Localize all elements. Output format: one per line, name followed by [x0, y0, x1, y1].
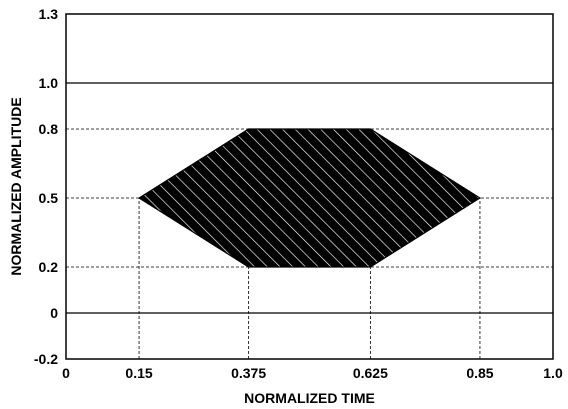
hatched-mask-polygon: [137, 128, 482, 268]
y-tick-label: 0.8: [39, 121, 59, 137]
x-tick-labels: 0 0.15 0.375 0.625 0.85 1.0: [62, 365, 563, 381]
x-tick-label: 0: [62, 365, 70, 381]
y-tick-labels: -0.2 0 0.2 0.5 0.8 1.0 1.3: [34, 6, 58, 367]
x-tick-label: 0.375: [231, 365, 266, 381]
y-tick-label: 1.0: [39, 75, 59, 91]
y-tick-label: 0: [50, 305, 58, 321]
x-tick-label: 0.85: [466, 365, 493, 381]
y-tick-label: 0.5: [39, 190, 59, 206]
mask-region: [137, 128, 482, 268]
y-axis-title: NORMALIZED AMPLITUDE: [8, 97, 24, 275]
plot-frame: [65, 13, 554, 360]
x-tick-label: 0.15: [125, 365, 152, 381]
x-tick-label: 1.0: [543, 365, 563, 381]
y-tick-label: 1.3: [39, 6, 59, 22]
x-axis-title: NORMALIZED TIME: [244, 390, 375, 406]
y-tick-label: -0.2: [34, 351, 58, 367]
y-tick-label: 0.2: [39, 259, 59, 275]
x-tick-label: 0.625: [353, 365, 388, 381]
